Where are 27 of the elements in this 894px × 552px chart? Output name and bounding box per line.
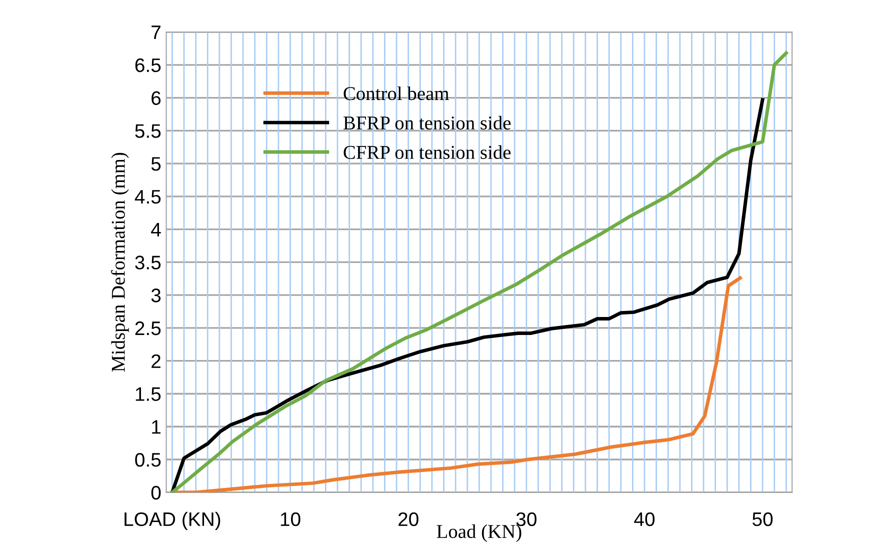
line-series [170, 276, 742, 492]
y-tick-label: 2 [152, 354, 160, 368]
y-tick-label: 1 [152, 420, 160, 434]
y-tick-label: 4.5 [134, 190, 161, 204]
y-tick-label: 2.5 [135, 321, 161, 336]
x-axis-title: Load (KN) [436, 524, 522, 542]
legend-label: Control beam [344, 86, 449, 100]
x-tick-label: 10 [280, 512, 300, 526]
x-tick-label: 20 [398, 512, 418, 526]
y-axis-title: Midspan Deformation (mm) [111, 152, 129, 372]
legend-label: CFRP on tension side [344, 145, 511, 159]
y-tick-label: 3 [151, 288, 161, 302]
x-tick-label: 50 [752, 512, 773, 526]
y-tick-label: 6 [152, 91, 161, 106]
x-tick-label: LOAD (KN) [124, 512, 220, 530]
y-tick-label: 4 [151, 222, 161, 236]
y-tick-label: 0 [151, 486, 161, 500]
legend-label: BFRP on tension side [343, 116, 511, 130]
y-tick-label: 5.5 [135, 124, 161, 138]
x-tick-label: 40 [634, 512, 655, 526]
y-tick-label: 1.5 [136, 387, 161, 401]
y-tick-label: 7 [152, 26, 160, 40]
y-tick-label: 0.5 [135, 452, 161, 467]
y-tick-label: 3.5 [135, 256, 161, 270]
y-tick-label: 5 [151, 157, 161, 171]
x-tick-label: 30 [516, 512, 536, 526]
y-tick-label: 6.5 [135, 58, 161, 72]
